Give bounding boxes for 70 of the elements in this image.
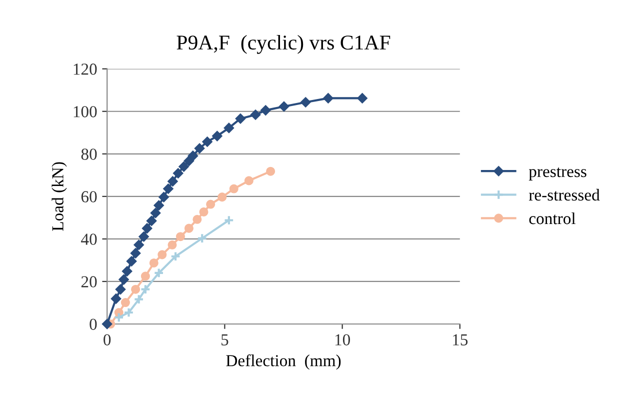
point	[194, 143, 205, 154]
point	[176, 232, 185, 242]
legend-label: re-stressed	[528, 188, 600, 201]
point	[266, 166, 276, 176]
point	[224, 215, 234, 226]
point	[278, 101, 290, 112]
y-tick-label: 60	[81, 191, 97, 202]
point	[167, 176, 178, 187]
y-tick-label: 20	[81, 276, 97, 288]
point	[118, 274, 130, 285]
point	[158, 192, 170, 202]
point	[134, 240, 144, 250]
point	[110, 293, 122, 304]
y-axis-title: Load (kN)	[52, 162, 67, 231]
point	[229, 184, 238, 194]
y-tick-label: 100	[74, 106, 97, 118]
point	[115, 284, 126, 295]
point	[322, 92, 334, 104]
point	[184, 224, 194, 233]
point	[162, 184, 174, 194]
point	[154, 268, 164, 278]
point	[122, 266, 132, 277]
point	[188, 150, 198, 162]
x-tick-label: 0	[104, 334, 111, 346]
x-tick-label: 15	[453, 334, 468, 346]
point	[224, 122, 234, 134]
chart-title: P9A,F (cyclic) vrs C1AF	[176, 34, 390, 54]
point	[131, 284, 140, 294]
point	[178, 161, 190, 172]
y-tick-label: 120	[74, 64, 97, 75]
point	[192, 214, 202, 224]
point	[120, 298, 130, 308]
point	[168, 240, 177, 250]
point	[199, 207, 208, 216]
point	[206, 200, 216, 209]
point	[244, 176, 254, 186]
point	[134, 294, 144, 305]
point	[124, 307, 134, 318]
point	[138, 231, 150, 242]
x-tick-label: 10	[335, 334, 350, 346]
point	[300, 96, 311, 108]
legend-label: control	[529, 212, 576, 224]
point	[102, 318, 112, 330]
point	[357, 92, 368, 104]
y-tick-label: 40	[81, 234, 97, 245]
legend-label: prestress	[528, 168, 586, 180]
point	[250, 110, 261, 120]
point	[149, 258, 158, 268]
point	[130, 248, 141, 258]
point	[172, 168, 184, 179]
y-tick-label: 80	[81, 148, 97, 160]
point	[146, 216, 157, 226]
point	[140, 272, 150, 281]
point	[150, 208, 161, 218]
point	[196, 233, 208, 244]
point	[140, 284, 151, 295]
point	[202, 136, 213, 148]
point	[212, 130, 222, 142]
point	[235, 113, 246, 124]
y-tick-label: 0	[90, 318, 97, 330]
point	[126, 256, 137, 267]
x-tick-label: 5	[222, 334, 228, 346]
point	[218, 192, 227, 202]
point	[158, 250, 167, 260]
x-axis-title: Deflection (mm)	[226, 354, 341, 370]
point	[170, 251, 181, 262]
point	[260, 105, 271, 116]
point	[142, 223, 152, 234]
point	[114, 312, 124, 323]
point	[154, 200, 164, 211]
